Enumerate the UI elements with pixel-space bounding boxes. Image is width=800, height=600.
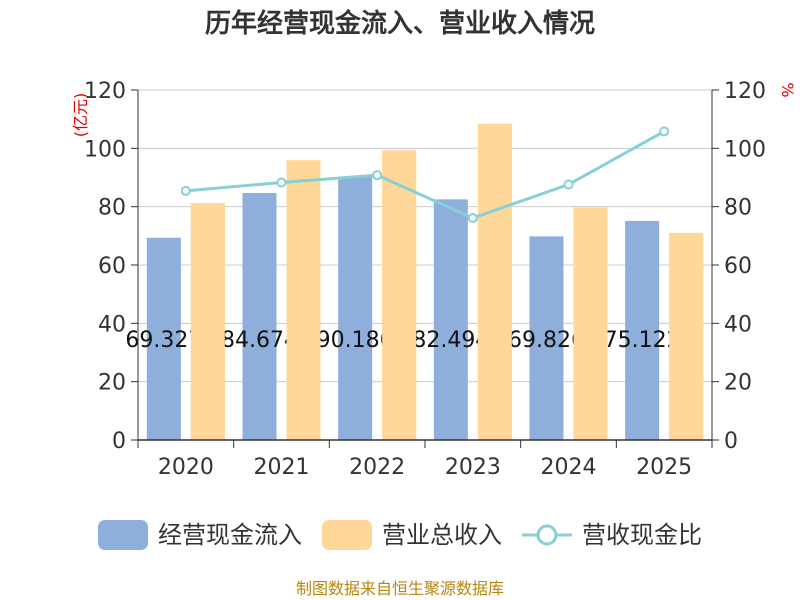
cash-inflow-value-label: 82.494 <box>412 328 489 353</box>
ratio-line <box>185 130 665 220</box>
right-tick-label: 80 <box>724 196 752 221</box>
right-tick-label: 20 <box>724 371 752 396</box>
ratio-point[interactable] <box>276 177 287 188</box>
right-tick-label: 100 <box>724 137 766 162</box>
legend-ratio[interactable]: 营收现金比 <box>522 521 702 549</box>
cash-inflow-bar[interactable] <box>529 236 564 440</box>
ratio-point[interactable] <box>372 170 383 181</box>
left-tick-label: 0 <box>112 429 126 454</box>
cash-inflow-value-label: 84.674 <box>221 328 298 353</box>
cash-inflow-bar[interactable] <box>338 176 373 440</box>
ratio-line-series <box>180 126 670 224</box>
revenue-bar-overlay <box>382 150 417 440</box>
cash-inflow-value-label: 69.327 <box>125 328 202 353</box>
chart-title: 历年经营现金流入、营业收入情况 <box>205 8 595 39</box>
right-tick-label: 40 <box>724 312 752 337</box>
revenue-bar-overlay <box>190 203 225 440</box>
legend-cash-inflow[interactable]: 经营现金流入 <box>98 520 302 550</box>
x-tick-label: 2021 <box>254 455 310 480</box>
cash-inflow-value-label: 69.826 <box>508 328 585 353</box>
legend-swatch <box>322 520 372 550</box>
legend-label: 经营现金流入 <box>158 521 302 549</box>
cash-inflow-bar[interactable] <box>242 193 277 440</box>
right-axis-unit: % <box>778 82 797 97</box>
x-tick-label: 2022 <box>349 455 405 480</box>
legend-swatch <box>98 520 148 550</box>
legend-label: 营收现金比 <box>582 521 702 549</box>
source-note: 制图数据来自恒生聚源数据库 <box>296 579 504 598</box>
x-tick-label: 2025 <box>636 455 692 480</box>
ratio-point[interactable] <box>563 179 574 190</box>
left-tick-label: 60 <box>98 254 126 279</box>
axes: 0 20 40 60 80 100 120 0 20 40 60 80 100 120 2020 2021 20… <box>84 79 766 480</box>
left-tick-label: 20 <box>98 371 126 396</box>
left-tick-label: 100 <box>84 137 126 162</box>
cash-inflow-bar[interactable] <box>146 237 181 440</box>
cash-inflow-value-label: 75.122 <box>604 328 681 353</box>
x-tick-label: 2024 <box>541 455 597 480</box>
left-tick-label: 80 <box>98 196 126 221</box>
cash-inflow-bar[interactable] <box>625 220 660 440</box>
legend-marker <box>536 524 558 546</box>
right-tick-label: 60 <box>724 254 752 279</box>
legend-revenue[interactable]: 营业总收入 <box>322 520 502 550</box>
bar-value-labels: 69.327 84.674 90.186 82.494 69.826 75.122 <box>125 123 704 440</box>
bars <box>146 123 704 440</box>
right-tick-label: 120 <box>724 79 766 104</box>
revenue-bar-overlay <box>573 207 608 440</box>
cash-inflow-bar[interactable] <box>433 199 468 440</box>
left-axis-unit: (亿元) <box>71 93 90 138</box>
ratio-point[interactable] <box>180 185 191 196</box>
ratio-point[interactable] <box>659 126 670 137</box>
legend-label: 营业总收入 <box>382 521 502 549</box>
grid-lines <box>138 89 712 383</box>
cash-inflow-value-label: 90.186 <box>317 328 394 353</box>
left-tick-label: 120 <box>84 79 126 104</box>
revenue-bar-overlay <box>669 232 704 440</box>
left-tick-label: 40 <box>98 312 126 337</box>
revenue-bar-overlay <box>477 123 512 440</box>
right-tick-label: 0 <box>724 429 738 454</box>
ratio-point[interactable] <box>467 213 478 224</box>
x-tick-label: 2020 <box>158 455 214 480</box>
legend[interactable]: 经营现金流入 营业总收入 营收现金比 <box>98 520 702 550</box>
revenue-bar-overlay <box>286 160 321 440</box>
x-tick-label: 2023 <box>445 455 501 480</box>
